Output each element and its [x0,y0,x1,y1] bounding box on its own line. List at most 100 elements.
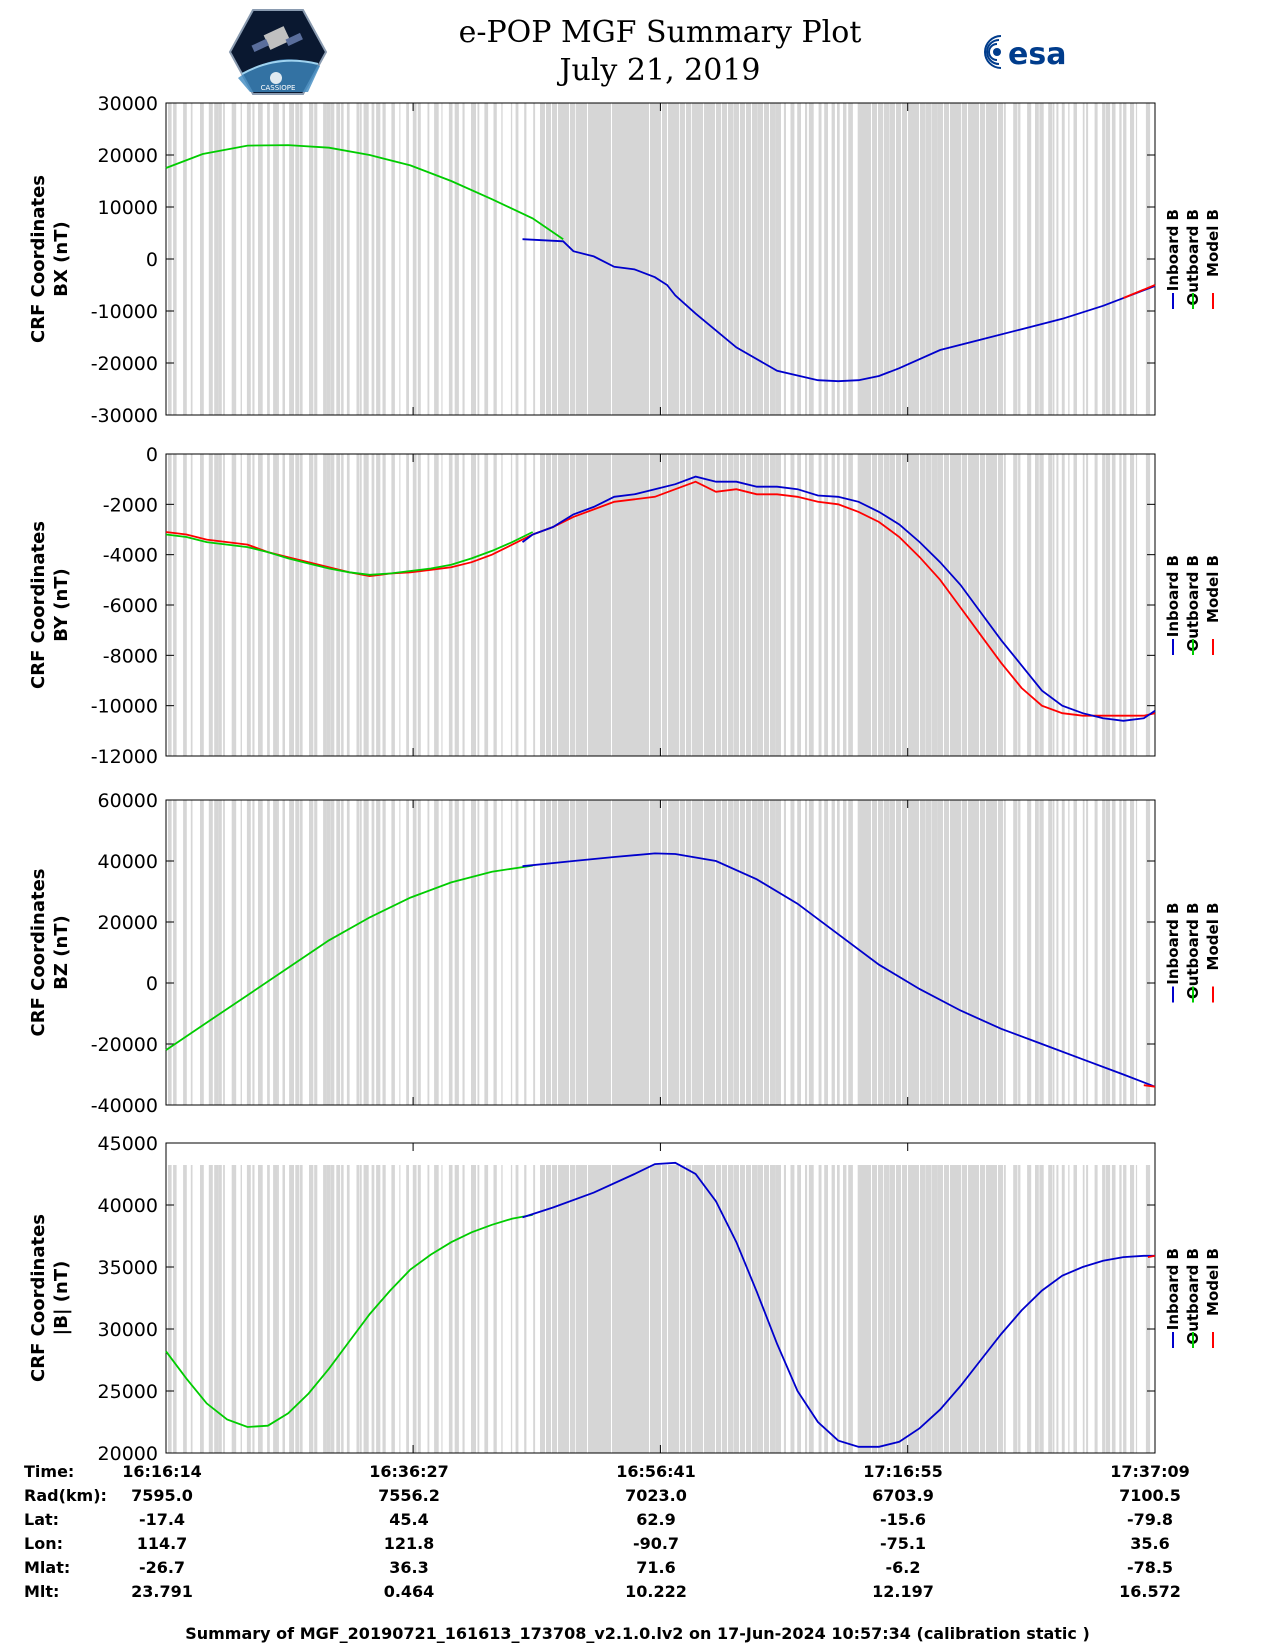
data-gap-stripe [1082,454,1085,756]
data-gap-stripe [956,1165,961,1453]
data-gap-stripe [896,800,901,1105]
data-gap-stripe [1048,800,1053,1105]
series-line [165,864,533,1051]
data-gap-stripe [686,454,691,756]
data-gap-stripe [1130,103,1135,415]
data-gap-stripe [564,454,569,756]
data-gap-stripe [962,800,967,1105]
data-gap-stripe [258,454,263,756]
data-gap-stripe [515,800,519,1105]
data-gap-stripe [920,1165,925,1453]
data-gap-stripe [812,103,814,415]
data-gap-stripe [932,103,937,415]
data-gap-stripe [223,454,225,756]
data-gap-stripe [668,103,673,415]
data-gap-stripe [434,103,439,415]
data-gap-stripe [808,1165,813,1453]
data-gap-stripe [1123,1165,1127,1453]
data-gap-stripe [540,800,545,1105]
data-gap-stripe [1056,454,1059,756]
data-gap-stripe [911,454,916,756]
y-tick-label: -10000 [91,301,158,323]
y-axis-label: BZ (nT) [51,915,72,990]
data-gap-stripe [686,103,691,415]
data-gap-stripe [309,454,314,756]
data-gap-stripe [501,103,503,415]
data-gap-stripe [346,1165,350,1453]
data-gap-stripe [863,454,868,756]
data-gap-stripe [412,1165,417,1453]
data-gap-stripe [740,800,745,1105]
data-gap-stripe [326,1165,331,1453]
data-gap-stripe [632,103,637,415]
data-gap-stripe [1068,454,1070,756]
legend-label: Inboard B [1164,209,1182,291]
data-gap-stripe [533,103,536,415]
data-gap-stripe [863,800,868,1105]
data-gap-stripe [926,800,931,1105]
data-gap-stripe [812,454,814,756]
data-gap-stripe [674,1165,679,1453]
data-gap-stripe [890,1165,895,1453]
legend-label: Inboard B [1164,903,1182,985]
data-gap-stripe [273,1165,278,1453]
data-gap-stripe [716,800,721,1105]
data-gap-stripe [926,1165,931,1453]
data-gap-stripe [612,103,617,415]
data-gap-stripe [382,103,386,415]
plot-title: e-POP MGF Summary Plot July 21, 2019 [380,14,940,90]
data-gap-stripe [1068,800,1070,1105]
ephem-label: Mlat: [24,1558,71,1577]
data-gap-stripe [524,103,527,415]
data-gap-stripe [728,1165,733,1453]
ephem-row-lon: Lon: 114.7 121.8 -90.7 -75.1 35.6 [24,1534,1254,1558]
data-gap-stripe [510,1165,513,1453]
data-gap-stripe [412,454,417,756]
data-gap-stripe [346,800,350,1105]
data-gap-stripe [758,800,763,1105]
data-gap-stripe [1082,103,1085,415]
data-gap-stripe [1035,103,1039,415]
data-gap-stripe [831,103,835,415]
data-gap-stripe [746,1165,751,1453]
data-gap-stripe [510,800,513,1105]
data-gap-stripe [524,454,527,756]
data-gap-stripe [600,1165,605,1453]
y-tick-label: -6000 [103,595,158,617]
data-gap-stripe [231,1165,237,1453]
data-gap-stripe [552,1165,557,1453]
data-gap-stripe [698,1165,703,1453]
data-gap-stripe [600,103,605,415]
data-gap-stripe [1119,1165,1122,1453]
data-gap-stripe [692,1165,697,1453]
data-gap-stripe [594,800,599,1105]
ephem-cell: -90.7 [632,1534,680,1553]
y-axis-label: CRF Coordinates [28,175,49,343]
data-gap-stripe [790,1165,795,1453]
data-gap-stripe [1086,800,1089,1105]
data-gap-stripe [848,800,853,1105]
data-gap-stripe [1145,1165,1151,1453]
data-gap-stripe [734,454,739,756]
data-gap-stripe [417,103,421,415]
y-tick-label: 0 [146,249,158,271]
y-axis-label: BX (nT) [51,221,72,296]
data-gap-stripe [860,1165,865,1453]
legend-label: Model B [1204,209,1222,277]
data-gap-stripe [1086,103,1089,415]
data-gap-stripe [770,800,775,1105]
data-gap-stripe [950,103,955,415]
data-gap-stripe [722,1165,727,1453]
data-gap-stripe [427,1165,430,1453]
data-gap-stripe [484,454,489,756]
data-gap-stripe [341,454,344,756]
y-axis-label: CRF Coordinates [28,1214,49,1382]
data-gap-stripe [412,103,417,415]
data-gap-stripe [441,103,443,415]
data-gap-stripe [998,454,1003,756]
data-gap-stripe [477,1165,480,1453]
data-gap-stripe [797,103,801,415]
data-gap-stripe [183,454,187,756]
data-gap-stripe [938,1165,943,1453]
data-gap-stripe [686,1165,691,1453]
